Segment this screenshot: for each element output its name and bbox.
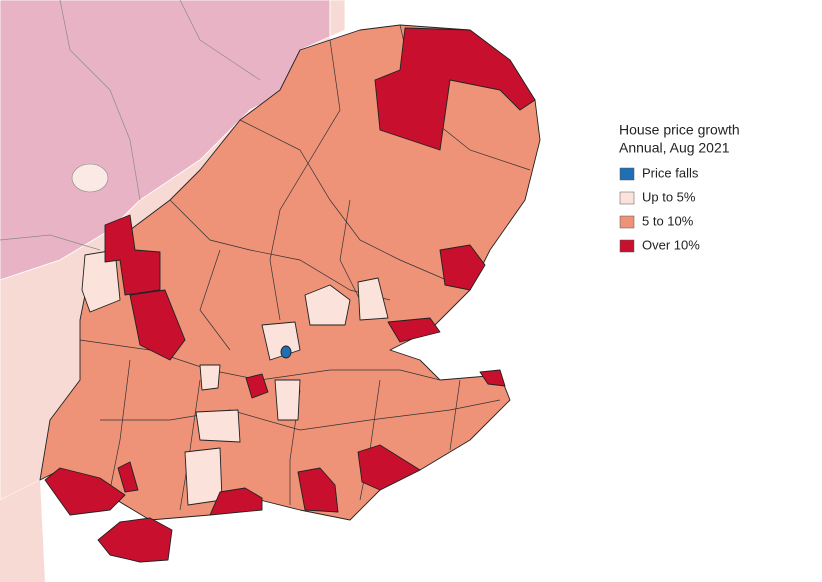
district — [439, 244, 486, 291]
district — [274, 379, 301, 421]
district — [245, 373, 269, 399]
region-boundary — [59, 0, 141, 201]
legend-title: House price growth — [619, 122, 740, 138]
district — [71, 163, 109, 193]
legend-swatch — [619, 239, 635, 253]
boundary — [239, 119, 471, 291]
district — [297, 467, 339, 513]
region-boundary — [0, 234, 101, 251]
legend-swatch — [619, 215, 635, 229]
district — [104, 214, 161, 296]
district — [304, 284, 351, 326]
legend-label: Price falls — [642, 165, 699, 180]
region-boundary — [179, 0, 261, 81]
district — [357, 277, 389, 321]
legend-label: 5 to 10% — [642, 213, 694, 228]
map — [0, 0, 541, 582]
island — [97, 517, 173, 563]
district — [184, 447, 223, 506]
legend-label: Up to 5% — [642, 189, 696, 204]
legend-label: Over 10% — [642, 237, 700, 252]
district-boundaries — [79, 24, 531, 511]
boundary — [269, 39, 341, 321]
district — [44, 467, 126, 516]
south-west-area — [0, 480, 45, 582]
district — [199, 364, 221, 391]
legend-swatch — [619, 167, 635, 181]
boundary — [179, 379, 201, 511]
district — [387, 317, 441, 343]
boundary — [109, 359, 131, 491]
boundary — [169, 199, 391, 301]
boundary — [449, 379, 461, 451]
district — [129, 289, 186, 361]
boundary — [100, 399, 501, 431]
district — [280, 345, 292, 359]
legend: House price growth Annual, Aug 2021 Price … — [619, 122, 740, 253]
district — [479, 369, 506, 387]
legend-swatch — [619, 191, 635, 205]
legend-title: Annual, Aug 2021 — [619, 140, 730, 156]
district — [117, 461, 139, 493]
district — [209, 487, 263, 516]
district — [195, 409, 241, 443]
boundary — [339, 199, 361, 301]
district — [357, 444, 421, 491]
district — [374, 27, 536, 151]
boundary — [199, 249, 231, 351]
